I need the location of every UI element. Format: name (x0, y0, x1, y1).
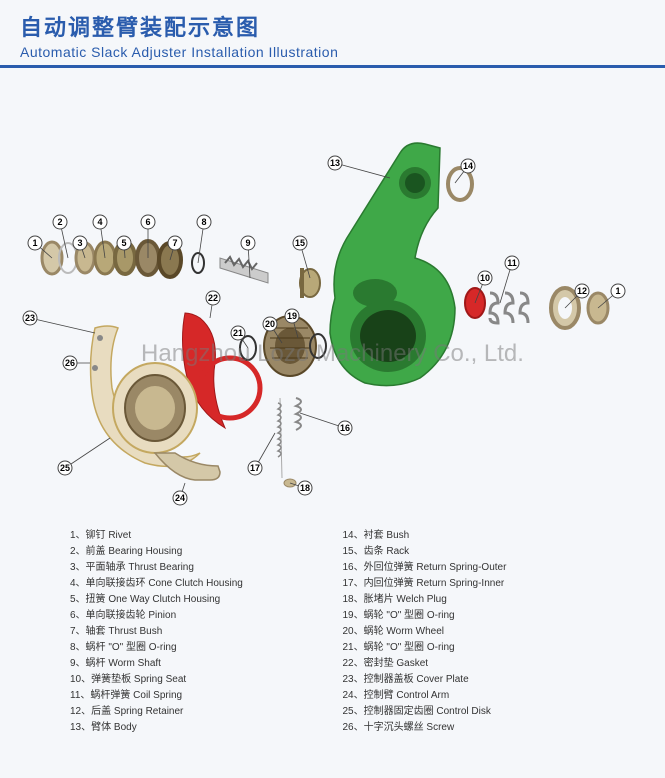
legend-item: 21、蜗轮 "O" 型圈 O-ring (343, 640, 616, 656)
legend-item: 2、前盖 Bearing Housing (70, 544, 343, 560)
svg-text:6: 6 (145, 217, 150, 227)
parts-legend: 1、铆钉 Rivet2、前盖 Bearing Housing3、平面轴承 Thr… (0, 518, 665, 746)
legend-item: 16、外回位弹簧 Return Spring-Outer (343, 560, 616, 576)
svg-text:24: 24 (175, 493, 185, 503)
legend-item: 10、弹簧垫板 Spring Seat (70, 672, 343, 688)
svg-text:5: 5 (121, 238, 126, 248)
title-chinese: 自动调整臂装配示意图 (20, 10, 645, 42)
svg-text:12: 12 (577, 286, 587, 296)
diagram-area: 1234567891513141011121232226212019161718… (0, 68, 665, 518)
legend-item: 13、臂体 Body (70, 720, 343, 736)
svg-text:20: 20 (265, 319, 275, 329)
svg-text:26: 26 (65, 358, 75, 368)
body-part (330, 143, 455, 386)
svg-text:2: 2 (57, 217, 62, 227)
svg-text:11: 11 (507, 258, 517, 268)
legend-item: 25、控制器固定齿圈 Control Disk (343, 704, 616, 720)
legend-item: 9、蜗杆 Worm Shaft (70, 656, 343, 672)
legend-item: 22、密封垫 Gasket (343, 656, 616, 672)
legend-item: 14、衬套 Bush (343, 528, 616, 544)
svg-text:25: 25 (60, 463, 70, 473)
legend-item: 18、胀堵片 Welch Plug (343, 592, 616, 608)
svg-text:21: 21 (233, 328, 243, 338)
svg-text:9: 9 (245, 238, 250, 248)
svg-text:8: 8 (201, 217, 206, 227)
legend-item: 17、内回位弹簧 Return Spring-Inner (343, 576, 616, 592)
svg-text:18: 18 (300, 483, 310, 493)
svg-text:16: 16 (340, 423, 350, 433)
svg-text:22: 22 (208, 293, 218, 303)
legend-item: 5、扭簧 One Way Clutch Housing (70, 592, 343, 608)
title-area: 自动调整臂装配示意图 Automatic Slack Adjuster Inst… (0, 0, 665, 68)
legend-item: 4、单向联接齿环 Cone Clutch Housing (70, 576, 343, 592)
svg-text:13: 13 (330, 158, 340, 168)
svg-text:17: 17 (250, 463, 260, 473)
legend-item: 11、蜗杆弹簧 Coil Spring (70, 688, 343, 704)
svg-text:3: 3 (77, 238, 82, 248)
legend-column-left: 1、铆钉 Rivet2、前盖 Bearing Housing3、平面轴承 Thr… (70, 528, 343, 736)
svg-text:23: 23 (25, 313, 35, 323)
svg-text:10: 10 (480, 273, 490, 283)
legend-item: 15、齿条 Rack (343, 544, 616, 560)
legend-item: 8、蜗杆 "O" 型圈 O-ring (70, 640, 343, 656)
title-english: Automatic Slack Adjuster Installation Il… (20, 44, 645, 60)
svg-text:1: 1 (32, 238, 37, 248)
svg-text:7: 7 (172, 238, 177, 248)
legend-item: 24、控制臂 Control Arm (343, 688, 616, 704)
rack-part (300, 268, 320, 298)
legend-item: 26、十字沉头螺丝 Screw (343, 720, 616, 736)
legend-item: 23、控制器盖板 Cover Plate (343, 672, 616, 688)
legend-item: 19、蜗轮 "O" 型圈 O-ring (343, 608, 616, 624)
svg-text:1: 1 (615, 286, 620, 296)
worm-shaft (220, 257, 268, 283)
exploded-diagram: 1234567891513141011121232226212019161718… (0, 68, 665, 518)
legend-column-right: 14、衬套 Bush15、齿条 Rack16、外回位弹簧 Return Spri… (343, 528, 616, 736)
return-springs (278, 398, 301, 487)
legend-item: 7、轴套 Thrust Bush (70, 624, 343, 640)
legend-item: 6、单向联接齿轮 Pinion (70, 608, 343, 624)
svg-text:4: 4 (97, 217, 102, 227)
svg-text:19: 19 (287, 311, 297, 321)
svg-text:15: 15 (295, 238, 305, 248)
svg-text:14: 14 (463, 161, 473, 171)
legend-item: 1、铆钉 Rivet (70, 528, 343, 544)
legend-item: 20、蜗轮 Worm Wheel (343, 624, 616, 640)
legend-item: 12、后盖 Spring Retainer (70, 704, 343, 720)
legend-item: 3、平面轴承 Thrust Bearing (70, 560, 343, 576)
